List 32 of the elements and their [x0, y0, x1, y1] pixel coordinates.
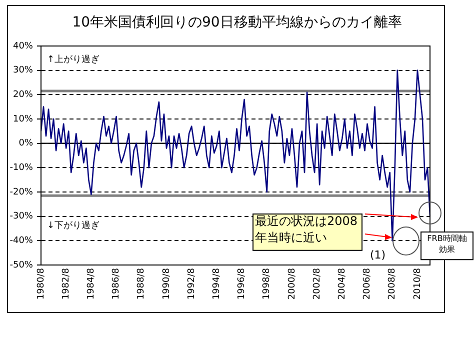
x-tick-label: 1994/8: [212, 268, 222, 300]
annotation: ↓下がり過ぎ: [47, 220, 100, 231]
y-tick-label: 40%: [12, 41, 34, 52]
x-tick-label: 2006/8: [362, 268, 373, 300]
x-tick-label: 2000/8: [287, 268, 298, 300]
x-tick-label: 2010/8: [412, 268, 423, 300]
y-tick-label: -10%: [10, 163, 34, 174]
x-tick-label: 1992/8: [186, 268, 197, 300]
chart-title: 10年米国債利回りの90日移動平均線からのカイ離率: [72, 14, 402, 31]
y-tick-label: -40%: [10, 236, 34, 246]
y-tick-label: 10%: [12, 114, 34, 124]
annotation: ↑上がり過ぎ: [47, 54, 100, 65]
x-tick-label: 1990/8: [162, 268, 172, 300]
y-tick-label: -50%: [10, 260, 34, 270]
x-tick-label: 1996/8: [237, 268, 248, 300]
annotation: 最近の状況は2008年当時に近い: [255, 214, 358, 244]
annotation: FRB時間軸効果: [427, 234, 467, 254]
x-tick-label: 1980/8: [36, 268, 46, 300]
x-tick-label: 2002/8: [312, 268, 322, 300]
y-tick-label: 20%: [12, 90, 34, 100]
x-tick-label: 2004/8: [338, 268, 348, 300]
y-tick-label: -20%: [10, 187, 34, 198]
x-tick-label: 1998/8: [262, 268, 272, 300]
y-tick-label: 0%: [18, 138, 34, 149]
x-tick-label: 1984/8: [86, 268, 97, 300]
y-tick-label: 30%: [12, 66, 34, 76]
x-tick-label: 1988/8: [136, 268, 147, 300]
x-tick-label: 1986/8: [112, 268, 122, 300]
y-tick-label: -30%: [10, 212, 34, 222]
x-tick-label: 1982/8: [61, 268, 72, 300]
x-tick-label: 2008/8: [388, 268, 398, 300]
annotation: (1): [370, 248, 386, 262]
